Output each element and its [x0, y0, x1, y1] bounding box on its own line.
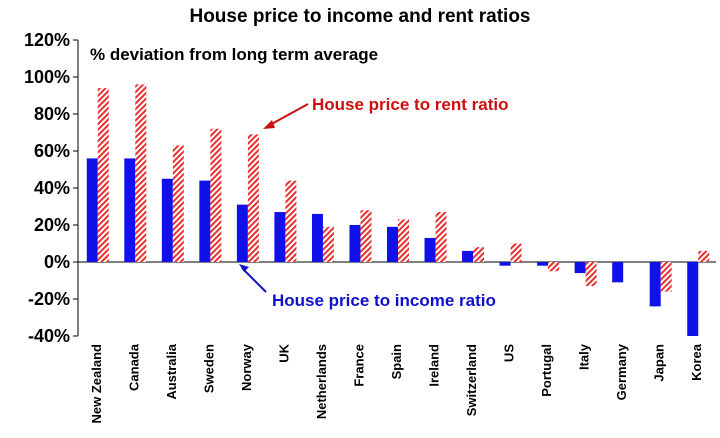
- bar-income-ratio: [499, 262, 511, 266]
- x-tick-label: Germany: [614, 343, 629, 400]
- annotation-income-arrow: [241, 267, 267, 293]
- y-tick-label: 100%: [24, 67, 70, 87]
- bar-income-ratio: [86, 158, 98, 262]
- bar-rent-ratio: [322, 226, 334, 262]
- bar-rent-ratio: [247, 134, 259, 262]
- x-tick-label: Spain: [389, 344, 404, 379]
- bar-rent-ratio: [473, 247, 485, 262]
- x-tick-label: Italy: [577, 343, 592, 370]
- bar-income-ratio: [574, 262, 586, 274]
- x-tick-label: New Zealand: [89, 344, 104, 424]
- y-tick-label: 80%: [34, 104, 70, 124]
- bar-rent-ratio: [210, 128, 222, 262]
- bar-rent-ratio: [585, 262, 597, 287]
- annotation-rent-arrowhead: [263, 120, 275, 129]
- bar-income-ratio: [537, 262, 549, 266]
- x-tick-label: Ireland: [427, 344, 442, 387]
- x-tick-label: Australia: [164, 343, 179, 399]
- x-tick-label: Sweden: [201, 344, 216, 393]
- bar-rent-ratio: [360, 210, 372, 262]
- bar-rent-ratio: [135, 84, 147, 263]
- y-tick-label: 120%: [24, 30, 70, 50]
- y-tick-label: 0%: [44, 252, 70, 272]
- bar-rent-ratio: [660, 262, 672, 292]
- bar-income-ratio: [161, 178, 173, 262]
- annotation-rent-ratio: House price to rent ratio: [312, 95, 508, 114]
- bar-rent-ratio: [398, 219, 409, 262]
- bar-rent-ratio: [285, 180, 297, 262]
- x-tick-label: Japan: [652, 344, 667, 382]
- bar-income-ratio: [349, 225, 361, 262]
- x-tick-label: Korea: [689, 343, 704, 381]
- annotation-income-ratio: House price to income ratio: [272, 291, 496, 310]
- x-tick-label: France: [351, 344, 366, 387]
- bar-income-ratio: [311, 213, 323, 262]
- bar-income-ratio: [612, 262, 624, 283]
- x-tick-label: Canada: [126, 343, 141, 391]
- y-tick-label: 60%: [34, 141, 70, 161]
- y-tick-label: 20%: [34, 215, 70, 235]
- bar-rent-ratio: [510, 243, 522, 262]
- x-tick-label: Portugal: [539, 344, 554, 397]
- y-tick-label: -20%: [28, 289, 70, 309]
- y-tick-label: -40%: [28, 326, 70, 346]
- bar-rent-ratio: [172, 145, 184, 262]
- annotation-income-arrowhead: [239, 264, 249, 272]
- bar-income-ratio: [387, 226, 398, 262]
- bar-income-ratio: [649, 262, 661, 307]
- bar-rent-ratio: [698, 250, 710, 262]
- x-tick-label: Switzerland: [464, 344, 479, 416]
- bar-income-ratio: [236, 204, 248, 262]
- x-tick-label: UK: [276, 343, 291, 362]
- bar-income-ratio: [424, 237, 436, 262]
- bar-rent-ratio: [548, 262, 560, 272]
- bar-income-ratio: [274, 212, 286, 262]
- bar-rent-ratio: [97, 88, 109, 262]
- chart-title: House price to income and rent ratios: [189, 6, 531, 27]
- x-tick-label: Netherlands: [314, 344, 329, 419]
- x-tick-label: US: [502, 344, 517, 362]
- bar-income-ratio: [462, 250, 474, 262]
- bar-income-ratio: [124, 158, 136, 262]
- y-tick-label: 40%: [34, 178, 70, 198]
- bar-income-ratio: [199, 180, 211, 262]
- x-tick-label: Norway: [239, 343, 254, 391]
- bar-income-ratio: [687, 262, 699, 336]
- annotation-rent-arrow: [267, 103, 309, 127]
- bar-rent-ratio: [435, 212, 447, 262]
- chart-subtitle: % deviation from long term average: [90, 45, 378, 64]
